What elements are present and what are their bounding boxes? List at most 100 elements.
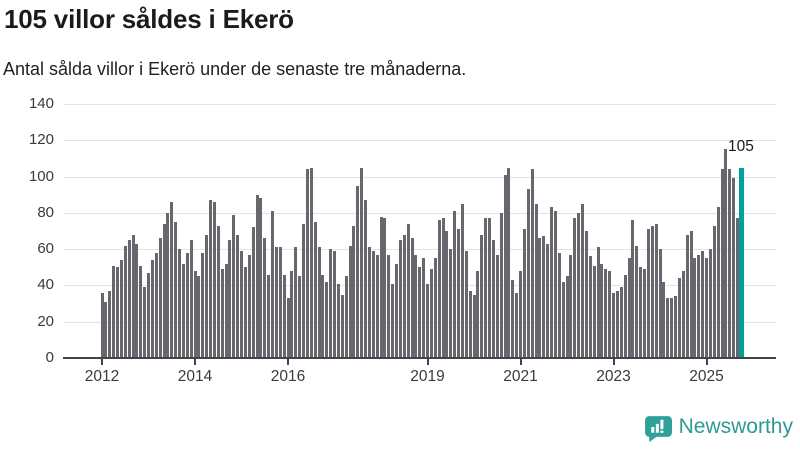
bar [178,249,181,358]
bar [127,240,131,358]
bar [581,203,584,358]
bar [371,251,375,358]
bar [460,203,464,358]
bar [216,225,220,358]
bar [619,287,623,358]
bar [693,258,697,358]
bar [689,231,693,358]
y-axis-label-140: 140 [28,95,54,112]
bar [522,229,526,358]
bar [666,298,670,358]
bar [224,263,228,358]
bar [119,260,123,358]
bar [588,256,592,358]
bar [391,283,395,358]
x-tick-2023 [612,359,615,365]
bar [181,263,185,358]
bar [491,240,495,358]
bar [255,194,259,358]
bar [158,238,162,358]
bar [426,283,429,358]
bar [662,281,666,358]
bar [553,211,557,358]
bar [131,234,135,358]
bar [685,234,689,358]
bar [398,240,402,358]
y-axis-label-0: 0 [45,349,54,366]
x-axis-label-2016: 2016 [270,368,306,385]
bar [418,267,422,358]
brand-name: Newsworthy [678,415,793,438]
bar [100,292,104,358]
bar [712,225,716,358]
bar [274,247,278,358]
brand-footer: Newsworthy [643,412,793,442]
newsworthy-logo-icon [644,415,672,442]
bar [643,269,646,358]
y-axis-label-60: 60 [37,240,54,258]
bar [429,269,433,358]
x-axis-line [63,357,776,359]
bar [736,218,739,358]
bar [333,251,336,358]
bar [592,265,596,358]
bar [670,298,674,358]
bar [294,247,298,358]
x-axis-label-2012: 2012 [84,368,120,385]
bar [271,211,274,358]
bar [259,198,263,358]
bar [290,270,294,358]
bar [433,258,437,358]
mini-bar-2 [655,423,659,433]
bar [197,276,201,358]
bar [383,218,387,358]
bar [615,290,619,358]
bar [360,167,364,358]
highlight-bar [739,167,744,358]
bar [321,274,325,358]
bar [542,236,546,358]
gridline-80 [64,212,776,214]
bar [104,301,108,358]
x-tick-2014 [194,359,196,365]
bar [608,270,612,358]
y-axis-label-100: 100 [28,167,54,185]
y-axis-label-20: 20 [37,312,54,330]
bar [658,249,662,358]
bar [352,225,356,358]
exclamation-dot [660,430,664,433]
chart-subtitle: Antal sålda villor i Ekerö under de sena… [3,59,467,79]
x-tick-2021 [519,359,522,365]
bar [488,218,491,358]
bar [344,276,348,358]
bar [480,234,484,358]
bar [515,292,519,358]
bar [635,245,639,358]
bar [612,292,615,358]
bar [356,185,360,358]
x-tick-2025 [705,359,708,365]
bar [364,200,367,358]
bar [437,220,441,358]
bar [267,274,271,358]
bar [278,247,282,358]
bar [243,267,247,358]
bar [348,245,352,358]
bar [247,254,251,358]
bar [708,249,712,358]
bar [584,231,588,358]
bar [681,270,685,358]
bar [650,225,654,358]
bar [395,263,398,358]
bar [112,265,116,358]
gridline-60 [64,249,776,251]
bar [468,290,472,358]
bar [282,274,286,358]
bar [201,252,205,358]
bar [414,254,418,358]
bar [457,229,460,358]
bar [336,283,340,358]
x-tick-2016 [287,359,289,365]
bar [236,234,240,358]
